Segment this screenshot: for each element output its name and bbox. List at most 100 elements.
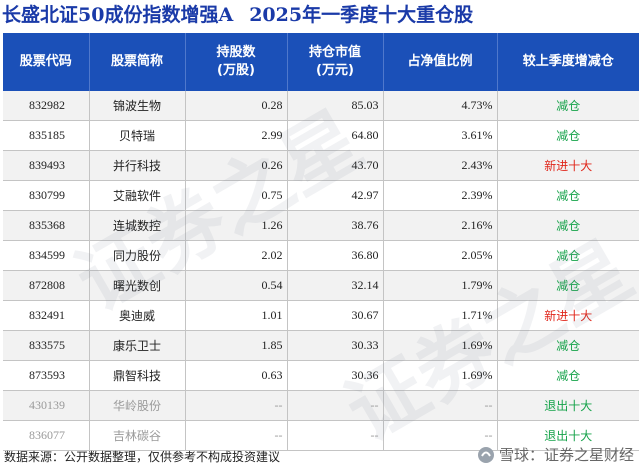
cell-value: 64.80	[287, 120, 384, 151]
cell-shares: 2.02	[185, 240, 288, 271]
cell-value: 42.97	[287, 180, 384, 211]
cell-shares: 0.54	[185, 270, 288, 301]
cell-ratio: 3.61%	[383, 120, 498, 151]
cell-name: 贝特瑞	[89, 120, 186, 151]
header-shares: 持股数 (万股)	[185, 33, 288, 91]
table-row: 832982 锦波生物 0.28 85.03 4.73% 减仓	[3, 91, 639, 121]
header-ratio: 占净值比例	[383, 33, 498, 91]
cell-value: 30.36	[287, 360, 384, 391]
cell-shares: 1.01	[185, 300, 288, 331]
table-row: 430139 华岭股份 -- -- -- 退出十大	[3, 390, 639, 421]
header-value-unit: (万元)	[316, 63, 354, 78]
cell-code: 832491	[3, 300, 90, 331]
header-name: 股票简称	[89, 33, 186, 91]
brand: 雪球：证券之星财经	[477, 444, 634, 466]
header-change: 较上季度增减仓	[497, 33, 639, 91]
cell-value: 32.14	[287, 270, 384, 301]
table-row: 836077 吉林碳谷 -- -- -- 退出十大	[3, 420, 639, 451]
cell-code: 836077	[3, 420, 90, 451]
cell-name: 奥迪威	[89, 300, 186, 331]
cell-value: --	[287, 420, 384, 451]
cell-shares: 1.85	[185, 330, 288, 361]
cell-code: 872808	[3, 270, 90, 301]
cell-shares: 0.75	[185, 180, 288, 211]
cell-ratio: --	[383, 420, 498, 451]
cell-shares: 0.63	[185, 360, 288, 391]
cell-ratio: 2.05%	[383, 240, 498, 271]
table-row: 839493 并行科技 0.26 43.70 2.43% 新进十大	[3, 150, 639, 181]
cell-code: 873593	[3, 360, 90, 391]
cell-change: 减仓	[497, 270, 639, 301]
table-row: 835185 贝特瑞 2.99 64.80 3.61% 减仓	[3, 120, 639, 151]
cell-name: 吉林碳谷	[89, 420, 186, 451]
cell-change: 减仓	[497, 360, 639, 391]
cell-value: 30.67	[287, 300, 384, 331]
cell-shares: --	[185, 420, 288, 451]
table-row: 834599 同力股份 2.02 36.80 2.05% 减仓	[3, 240, 639, 271]
cell-value: 85.03	[287, 91, 384, 121]
cell-code: 832982	[3, 91, 90, 121]
cell-code: 835368	[3, 210, 90, 241]
cell-shares: 0.28	[185, 91, 288, 121]
report-name: 2025年一季度十大重仓股	[249, 4, 474, 26]
table-row: 835368 连城数控 1.26 38.76 2.16% 减仓	[3, 210, 639, 241]
cell-shares: --	[185, 390, 288, 421]
holdings-table: 股票代码 股票简称 持股数 (万股) 持仓市值 (万元) 占净值比例 较上季度增减仓…	[3, 33, 639, 451]
header-code: 股票代码	[3, 33, 90, 91]
cell-change: 减仓	[497, 330, 639, 361]
cell-value: 43.70	[287, 150, 384, 181]
cell-change: 退出十大	[497, 420, 639, 451]
cell-name: 并行科技	[89, 150, 186, 181]
table-row: 872808 曙光数创 0.54 32.14 1.79% 减仓	[3, 270, 639, 301]
source-note: 数据来源：公开数据整理，仅供参考不构成投资建议	[4, 450, 281, 464]
cell-ratio: 4.73%	[383, 91, 498, 121]
cell-code: 834599	[3, 240, 90, 271]
cell-value: 36.80	[287, 240, 384, 271]
table-row: 833575 康乐卫士 1.85 30.33 1.69% 减仓	[3, 330, 639, 361]
cell-shares: 0.26	[185, 150, 288, 181]
cell-value: 38.76	[287, 210, 384, 241]
cell-change: 减仓	[497, 240, 639, 271]
cell-name: 曙光数创	[89, 270, 186, 301]
cell-change: 减仓	[497, 120, 639, 151]
cell-change: 减仓	[497, 210, 639, 241]
table-row: 832491 奥迪威 1.01 30.67 1.71% 新进十大	[3, 300, 639, 331]
cell-value: 30.33	[287, 330, 384, 361]
table-header-row: 股票代码 股票简称 持股数 (万股) 持仓市值 (万元) 占净值比例 较上季度增减仓	[3, 33, 639, 91]
cell-code: 835185	[3, 120, 90, 151]
header-shares-label: 持股数	[216, 45, 256, 60]
cell-shares: 1.26	[185, 210, 288, 241]
cell-change: 新进十大	[497, 300, 639, 331]
page-title: 长盛北证50成份指数增强A 2025年一季度十大重仓股	[0, 0, 640, 32]
cell-ratio: 1.79%	[383, 270, 498, 301]
snowball-logo-icon	[477, 446, 495, 464]
cell-ratio: 2.43%	[383, 150, 498, 181]
footer: 数据来源：公开数据整理，仅供参考不构成投资建议 雪球：证券之星财经	[0, 446, 640, 468]
cell-ratio: 1.69%	[383, 330, 498, 361]
cell-code: 430139	[3, 390, 90, 421]
cell-ratio: 1.69%	[383, 360, 498, 391]
cell-name: 鼎智科技	[89, 360, 186, 391]
header-value: 持仓市值 (万元)	[287, 33, 384, 91]
cell-name: 连城数控	[89, 210, 186, 241]
cell-change: 减仓	[497, 180, 639, 211]
table-row: 830799 艾融软件 0.75 42.97 2.39% 减仓	[3, 180, 639, 211]
cell-change: 新进十大	[497, 150, 639, 181]
cell-ratio: --	[383, 390, 498, 421]
fund-name: 长盛北证50成份指数增强A	[2, 4, 234, 26]
cell-name: 康乐卫士	[89, 330, 186, 361]
cell-value: --	[287, 390, 384, 421]
cell-name: 同力股份	[89, 240, 186, 271]
cell-code: 830799	[3, 180, 90, 211]
cell-ratio: 2.39%	[383, 180, 498, 211]
cell-shares: 2.99	[185, 120, 288, 151]
cell-ratio: 2.16%	[383, 210, 498, 241]
cell-name: 艾融软件	[89, 180, 186, 211]
cell-code: 839493	[3, 150, 90, 181]
header-shares-unit: (万股)	[217, 63, 255, 78]
cell-change: 退出十大	[497, 390, 639, 421]
brand-text: 雪球：证券之星财经	[498, 446, 634, 464]
cell-code: 833575	[3, 330, 90, 361]
cell-ratio: 1.71%	[383, 300, 498, 331]
cell-name: 锦波生物	[89, 91, 186, 121]
